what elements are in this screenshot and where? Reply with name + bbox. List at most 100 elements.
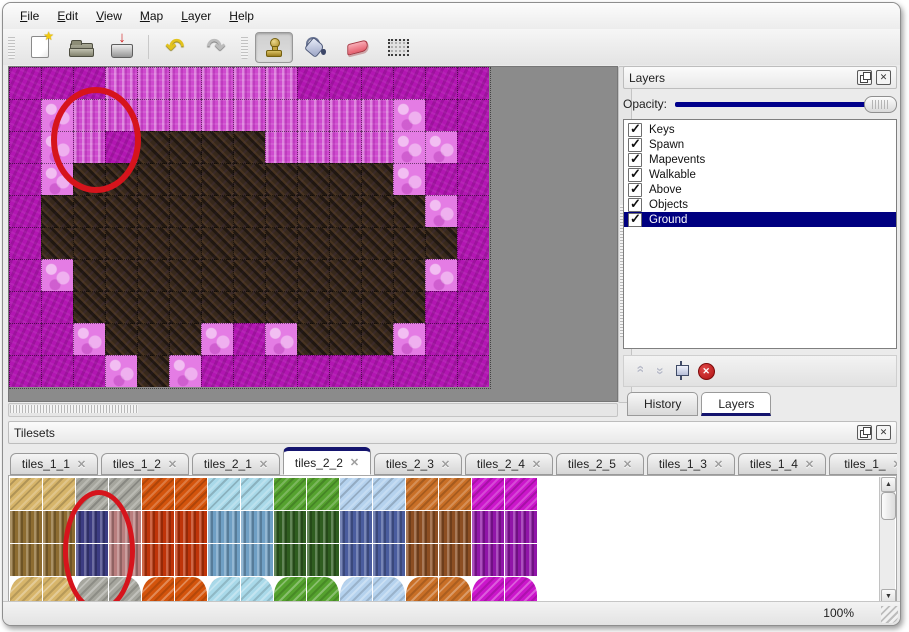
tab-close-icon[interactable]: ✕ [167, 458, 178, 471]
tileset-tile-fire[interactable] [142, 511, 174, 543]
map-tile[interactable] [105, 323, 137, 355]
tileset-tab-tiles_1_1[interactable]: tiles_1_1 ✕ [10, 453, 98, 475]
tileset-tile-bpeb[interactable] [439, 511, 471, 543]
tileset-tile-bpeb[interactable] [406, 511, 438, 543]
tileset-tile-ltcr[interactable] [373, 478, 405, 510]
map-tile[interactable] [265, 227, 297, 259]
delete-layer-button[interactable]: ✕ [697, 362, 715, 380]
undo-button[interactable]: ↶ [157, 33, 193, 62]
map-tile[interactable] [233, 67, 265, 99]
tileset-tile-navy[interactable] [76, 511, 108, 543]
map-tile[interactable] [233, 227, 265, 259]
tileset-tile-lava[interactable] [142, 478, 174, 510]
map-tile[interactable] [105, 99, 137, 131]
map-tile[interactable] [425, 259, 457, 291]
map-tile[interactable] [169, 291, 201, 323]
map-tile[interactable] [169, 131, 201, 163]
tab-layers[interactable]: Layers [701, 392, 772, 416]
map-tile[interactable] [265, 259, 297, 291]
map-tile[interactable] [457, 195, 489, 227]
map-tile[interactable] [297, 99, 329, 131]
tileset-tile-mweb[interactable] [472, 577, 504, 605]
tileset-tile-bark[interactable] [43, 544, 75, 576]
tileset-tile-stone[interactable] [109, 577, 141, 605]
map-tile[interactable] [425, 227, 457, 259]
map-tile[interactable] [41, 99, 73, 131]
map-tile[interactable] [265, 131, 297, 163]
tileset-tile-opeb[interactable] [406, 478, 438, 510]
map-tile[interactable] [265, 67, 297, 99]
map-tile[interactable] [393, 355, 425, 387]
map-tile[interactable] [329, 163, 361, 195]
tileset-tile-mauve[interactable] [109, 511, 141, 543]
tileset-tile-frost[interactable] [241, 511, 273, 543]
tileset-tile-ltcr[interactable] [340, 478, 372, 510]
map-tile[interactable] [457, 163, 489, 195]
lower-layer-button[interactable]: » [653, 362, 669, 380]
map-tile[interactable] [393, 291, 425, 323]
opacity-slider-handle[interactable] [864, 96, 897, 113]
map-tile[interactable] [361, 163, 393, 195]
map-tile[interactable] [73, 99, 105, 131]
map-tile[interactable] [265, 355, 297, 387]
tileset-tile-bark[interactable] [10, 544, 42, 576]
tileset-tab-tiles_2_2[interactable]: tiles_2_2 ✕ [283, 447, 371, 475]
map-tile[interactable] [105, 163, 137, 195]
tileset-tile-vine[interactable] [307, 478, 339, 510]
tileset-tile-vine[interactable] [307, 577, 339, 605]
map-tile[interactable] [137, 323, 169, 355]
map-tile[interactable] [9, 227, 41, 259]
tileset-content[interactable]: ▲ ▼ [8, 475, 897, 606]
tileset-tile-pweb[interactable] [472, 544, 504, 576]
layer-visibility-checkbox[interactable]: ✓ [628, 211, 642, 227]
map-tile[interactable] [297, 227, 329, 259]
map-tile[interactable] [329, 131, 361, 163]
map-tile[interactable] [73, 355, 105, 387]
map-tile[interactable] [457, 291, 489, 323]
tab-close-icon[interactable]: ✕ [76, 458, 87, 471]
tileset-tile-bark[interactable] [10, 511, 42, 543]
eraser-tool-button[interactable] [339, 33, 375, 62]
new-file-button[interactable]: ★ [22, 29, 58, 62]
map-tile[interactable] [361, 67, 393, 99]
tileset-tile-fire[interactable] [175, 511, 207, 543]
map-tile[interactable] [425, 291, 457, 323]
map-tile[interactable] [457, 99, 489, 131]
tileset-tile-pweb[interactable] [472, 511, 504, 543]
tileset-tile-mweb[interactable] [505, 577, 537, 605]
map-tile[interactable] [457, 323, 489, 355]
map-tile[interactable] [9, 163, 41, 195]
tab-close-icon[interactable]: ✕ [893, 458, 897, 471]
tileset-tile-dkgr[interactable] [307, 544, 339, 576]
map-tile[interactable] [361, 259, 393, 291]
tileset-tile-tan[interactable] [10, 478, 42, 510]
map-tile[interactable] [169, 259, 201, 291]
tileset-tile-stone[interactable] [109, 478, 141, 510]
map-tile[interactable] [9, 291, 41, 323]
select-tool-button[interactable] [380, 33, 416, 62]
tileset-tab-tiles_2_3[interactable]: tiles_2_3 ✕ [374, 453, 462, 475]
map-tile[interactable] [425, 131, 457, 163]
opacity-slider[interactable] [675, 95, 897, 113]
tileset-tile-ice[interactable] [241, 577, 273, 605]
map-tile[interactable] [169, 227, 201, 259]
map-tile[interactable] [169, 67, 201, 99]
map-tile[interactable] [233, 163, 265, 195]
tileset-tile-vine[interactable] [274, 478, 306, 510]
map-tile[interactable] [105, 259, 137, 291]
map-tile[interactable] [457, 131, 489, 163]
layer-row-keys[interactable]: ✓ Keys [624, 121, 896, 137]
tileset-tile-opeb[interactable] [439, 478, 471, 510]
tileset-tile-frost[interactable] [208, 544, 240, 576]
map-tile[interactable] [297, 131, 329, 163]
map-tile[interactable] [9, 195, 41, 227]
tileset-tile-ice[interactable] [208, 478, 240, 510]
map-tile[interactable] [73, 67, 105, 99]
layer-row-mapevents[interactable]: ✓ Mapevents [624, 151, 896, 167]
map-tile[interactable] [137, 163, 169, 195]
map-tile[interactable] [329, 291, 361, 323]
float-panel-button[interactable] [857, 70, 872, 85]
tileset-tile-pweb[interactable] [505, 544, 537, 576]
map-tile[interactable] [41, 227, 73, 259]
tileset-tile-frost[interactable] [208, 511, 240, 543]
